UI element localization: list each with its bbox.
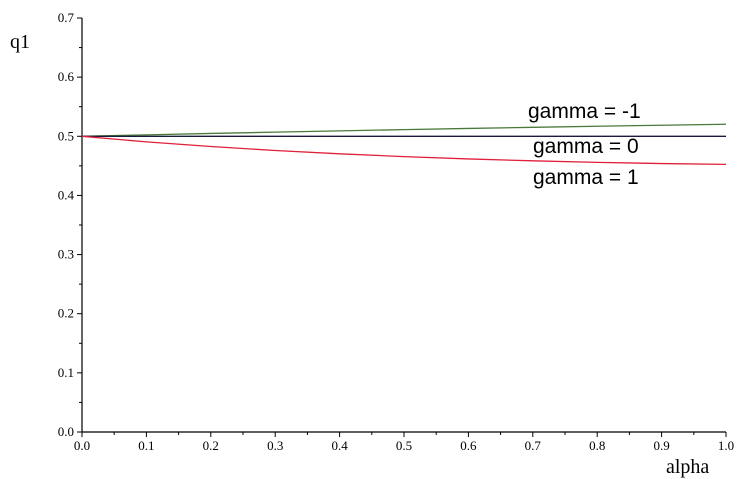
y-tick-label: 0.0 [58, 424, 74, 439]
x-axis: 0.0 0.1 0.2 0.3 0.4 0.5 0.6 0.7 0.8 0.9 1.0 [74, 431, 734, 453]
series-label-2: gamma = 1 [533, 166, 639, 189]
y-tick-label: 0.5 [58, 128, 74, 143]
series-label-1: gamma = 0 [533, 135, 639, 158]
x-tick-label: 0.6 [460, 438, 477, 453]
y-tick-label: 0.2 [58, 306, 74, 321]
x-tick-label: 0.2 [203, 438, 219, 453]
y-axis-label: q1 [10, 31, 30, 53]
y-axis: 0.0 0.1 0.2 0.3 0.4 0.5 0.6 0.7 [58, 10, 83, 439]
x-tick-label: 0.3 [267, 438, 283, 453]
x-tick-label: 1.0 [718, 438, 734, 453]
series-layer [81, 123, 727, 166]
series-label-0: gamma = -1 [528, 100, 641, 123]
y-tick-label: 0.1 [58, 365, 74, 380]
x-tick-label: 0.4 [331, 438, 348, 453]
x-tick-label: 0.5 [396, 438, 412, 453]
x-tick-label: 0.7 [525, 438, 542, 453]
x-tick-label: 0.9 [653, 438, 669, 453]
y-tick-label: 0.3 [58, 247, 74, 262]
x-tick-label: 0.0 [74, 438, 90, 453]
y-tick-label: 0.4 [58, 187, 75, 202]
y-tick-label: 0.7 [58, 10, 75, 25]
series-line-0 [81, 123, 727, 137]
x-tick-label: 0.1 [138, 438, 154, 453]
x-axis-label: alpha [666, 456, 709, 478]
y-tick-label: 0.6 [58, 69, 75, 84]
series-line-2 [81, 135, 727, 166]
x-tick-label: 0.8 [589, 438, 605, 453]
series-labels: gamma = -1 gamma = 0 gamma = 1 [528, 100, 641, 189]
